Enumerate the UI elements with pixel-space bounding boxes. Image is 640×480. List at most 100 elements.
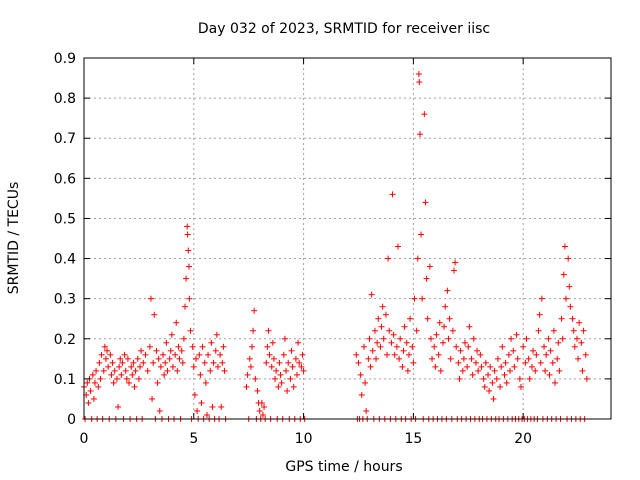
data-point [214, 363, 221, 370]
data-point [517, 383, 524, 390]
data-point [110, 379, 117, 386]
data-point [167, 347, 174, 354]
data-point [197, 371, 204, 378]
data-point [358, 391, 365, 398]
data-point [97, 375, 104, 382]
data-point [173, 319, 180, 326]
data-point [135, 375, 142, 382]
data-point [441, 323, 448, 330]
data-point [172, 351, 179, 358]
data-point [455, 359, 462, 366]
data-point [433, 331, 440, 338]
data-point [485, 371, 492, 378]
data-point [105, 363, 112, 370]
data-point [419, 295, 426, 302]
data-point [546, 371, 553, 378]
data-point [265, 327, 272, 334]
data-point [379, 303, 386, 310]
data-point [552, 379, 559, 386]
data-point [401, 323, 408, 330]
data-point [490, 395, 497, 402]
data-point [530, 347, 537, 354]
data-point [213, 331, 220, 338]
data-point [212, 347, 219, 354]
data-point [442, 303, 449, 310]
data-point [373, 355, 380, 362]
data-point [494, 355, 501, 362]
data-point [146, 343, 153, 350]
data-point [522, 359, 529, 366]
data-point [489, 379, 496, 386]
data-point [486, 387, 493, 394]
data-point [266, 351, 273, 358]
data-point [580, 327, 587, 334]
data-point [440, 339, 447, 346]
data-point [162, 359, 169, 366]
y-tick-labels: 0 0.1 0.2 0.3 0.4 0.5 0.6 0.7 0.8 0.9 [54, 51, 76, 428]
data-point [469, 371, 476, 378]
data-point [149, 395, 156, 402]
data-point [276, 359, 283, 366]
data-point [185, 263, 192, 270]
data-point [423, 275, 430, 282]
data-point [93, 367, 100, 374]
data-point [209, 403, 216, 410]
data-point [497, 383, 504, 390]
data-point [403, 339, 410, 346]
data-point [506, 367, 513, 374]
data-point [163, 339, 170, 346]
data-point [100, 367, 107, 374]
data-point [388, 339, 395, 346]
data-point [446, 315, 453, 322]
data-point [281, 335, 288, 342]
data-point [537, 359, 544, 366]
data-point [124, 355, 131, 362]
data-point [499, 343, 506, 350]
data-point [190, 363, 197, 370]
data-point [138, 347, 145, 354]
data-point [582, 351, 589, 358]
data-point [268, 363, 275, 370]
data-point [353, 351, 360, 358]
data-point [375, 315, 382, 322]
data-point [157, 363, 164, 370]
data-point [474, 347, 481, 354]
x-tick-label: 10 [295, 431, 313, 447]
data-point [460, 355, 467, 362]
data-point [555, 339, 562, 346]
data-point [562, 295, 569, 302]
data-point [298, 363, 305, 370]
data-point [273, 367, 280, 374]
data-point [409, 343, 416, 350]
data-point [445, 335, 452, 342]
data-point [526, 375, 533, 382]
data-point [155, 355, 162, 362]
data-point [258, 399, 265, 406]
data-point [269, 339, 276, 346]
y-tick-label: 0.5 [54, 211, 76, 227]
data-point [205, 351, 212, 358]
data-point [510, 347, 517, 354]
data-point [415, 71, 422, 78]
data-point [189, 343, 196, 350]
data-point [573, 335, 580, 342]
data-point [136, 363, 143, 370]
x-tick-labels: 0 5 10 15 20 [80, 431, 533, 447]
data-point [502, 359, 509, 366]
data-point [397, 335, 404, 342]
data-point [184, 231, 191, 238]
data-point [119, 359, 126, 366]
x-tick-label: 20 [514, 431, 532, 447]
data-point [389, 191, 396, 198]
data-point [393, 343, 400, 350]
data-point [278, 379, 285, 386]
data-point [377, 343, 384, 350]
data-point [550, 327, 557, 334]
data-point [558, 315, 565, 322]
data-point [422, 199, 429, 206]
points-layer [81, 71, 590, 422]
data-point [472, 359, 479, 366]
x-axis-title: GPS time / hours [285, 459, 402, 475]
data-point [287, 375, 294, 382]
data-point [285, 359, 292, 366]
